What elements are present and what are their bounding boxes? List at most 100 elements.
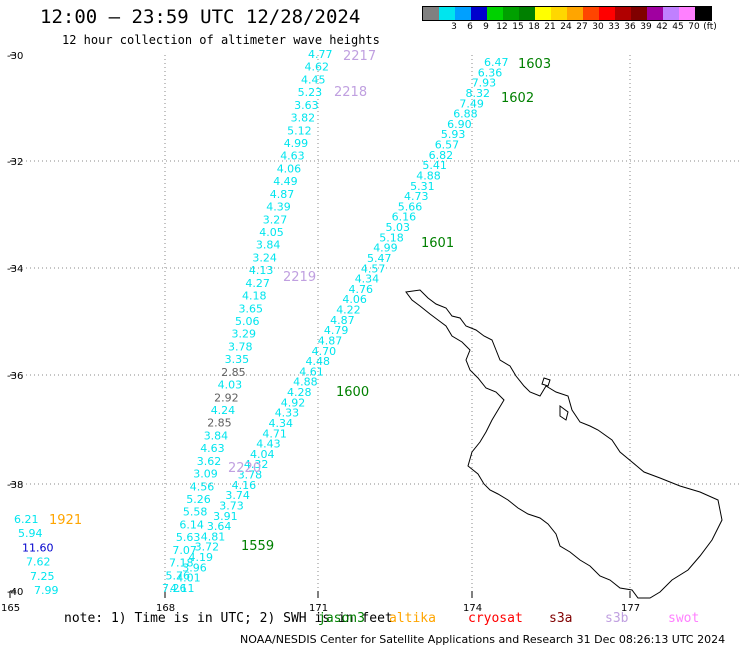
lon-label: 171	[309, 603, 328, 614]
wave-height-value: 7.62	[26, 556, 51, 569]
wave-height-value: 7.93	[472, 77, 497, 90]
colorbar-label: 42	[656, 22, 668, 32]
colorbar-swatch	[615, 7, 631, 20]
graticule	[9, 54, 740, 598]
wave-height-value: 11.60	[22, 541, 54, 554]
wave-height-value: 4.92	[281, 396, 306, 409]
colorbar-label: 24	[560, 22, 572, 32]
wave-height-value: 4.87	[330, 314, 355, 327]
satellite-tracks: 4.774.624.455.233.633.825.124.994.634.06…	[14, 48, 509, 597]
colorbar-label: 45	[672, 22, 684, 32]
wave-height-value: 2.85	[221, 366, 246, 379]
colorbar-swatch	[679, 7, 695, 20]
wave-height-value: 6.16	[392, 211, 417, 224]
colorbar-label: 21	[544, 22, 556, 32]
satellite-legend-item: swot	[668, 611, 700, 626]
wave-height-value: 4.03	[218, 379, 243, 392]
wave-height-value: 3.73	[219, 500, 244, 513]
lat-label: -36	[7, 371, 23, 382]
credit-line: NOAA/NESDIS Center for Satellite Applica…	[240, 633, 726, 646]
wave-height-value: 7.25	[30, 570, 55, 583]
satellite-legend-item: cryosat	[468, 611, 523, 626]
pass-time-label: 2218	[334, 85, 367, 100]
wave-height-value: 3.96	[182, 561, 207, 574]
wave-height-value: 4.18	[242, 290, 267, 303]
wave-height-value: 3.78	[238, 469, 263, 482]
map-title: 12:00 — 23:59 UTC 12/28/2024	[40, 6, 361, 28]
colorbar-label: 9	[483, 22, 489, 32]
wave-height-value: 3.74	[225, 489, 250, 502]
pass-time-label: 1602	[501, 91, 534, 106]
wave-height-value: 4.05	[259, 226, 284, 239]
wave-height-value: 5.23	[298, 86, 323, 99]
colorbar-swatch	[535, 7, 551, 20]
colorbar-legend	[422, 6, 712, 21]
colorbar-swatch	[631, 7, 647, 20]
pass-time-label: 1603	[518, 57, 551, 72]
wave-height-value: 5.63	[176, 531, 201, 544]
wave-height-value: 6.90	[447, 118, 472, 131]
wave-height-value: 4.49	[273, 175, 298, 188]
wave-height-value: 5.47	[367, 252, 392, 265]
wave-height-value: 4.33	[275, 407, 300, 420]
wave-height-value: 4.63	[280, 150, 305, 163]
satellite-legend-item: jason3	[318, 611, 365, 626]
wave-height-value: 5.76	[166, 569, 191, 582]
colorbar-swatch	[487, 7, 503, 20]
colorbar-swatch	[423, 7, 439, 20]
satellite-legend-item: s3a	[549, 611, 573, 626]
pass-time-label: 2217	[343, 49, 376, 64]
wave-height-value: 4.06	[342, 293, 367, 306]
wave-height-value: 4.88	[293, 376, 318, 389]
lon-label: 165	[1, 603, 20, 614]
wave-height-value: 5.66	[398, 200, 423, 213]
wave-height-value: 4.62	[305, 61, 330, 74]
lon-label: 177	[621, 603, 640, 614]
wave-height-value: 5.03	[386, 221, 411, 234]
wave-height-value: 4.79	[324, 324, 349, 337]
wave-height-value: 4.61	[299, 365, 324, 378]
pass-time-label: 1601	[421, 236, 454, 251]
satellite-legend-item: altika	[389, 611, 436, 626]
pass-time-labels: 2217 2218 2219 2220 1603 1602 1601 1600 1559 1921	[49, 49, 551, 554]
footnote: note: 1) Time is in UTC; 2) SWH is in fe…	[64, 611, 393, 626]
wave-height-value: 3.09	[193, 468, 218, 481]
satellite-track: 4.774.624.455.233.633.825.124.994.634.06…	[162, 48, 333, 595]
lat-label: -34	[7, 264, 23, 275]
colorbar-label: 30	[592, 22, 604, 32]
wave-height-value: 4.13	[249, 264, 274, 277]
wave-height-value: 6.47	[484, 56, 509, 69]
wave-height-value: 3.82	[291, 112, 316, 125]
new-zealand-coastline	[405, 289, 723, 599]
wave-height-value: 3.78	[228, 340, 253, 353]
wave-height-value: 5.93	[441, 128, 466, 141]
colorbar-swatch	[551, 7, 567, 20]
wave-height-value: 5.41	[422, 159, 447, 172]
wave-height-value: 3.35	[225, 353, 250, 366]
wave-height-value: 6.82	[429, 149, 454, 162]
satellite-track: 6.476.367.938.327.496.886.905.936.576.82…	[170, 56, 509, 595]
wave-height-value: 4.11	[170, 582, 195, 595]
wave-height-value: 3.84	[204, 429, 229, 442]
colorbar-swatch	[583, 7, 599, 20]
wave-height-value: 4.19	[189, 551, 214, 564]
wave-height-value: 4.43	[256, 438, 281, 451]
axis-labels: -30 -32 -34 -36 -38 -40 165 168 171 174 177	[1, 51, 640, 614]
wave-height-value: 3.27	[263, 213, 288, 226]
colorbar-swatch	[471, 7, 487, 20]
wave-height-value: 6.14	[179, 518, 204, 531]
pass-time-label: 1600	[336, 385, 369, 400]
wave-height-value: 4.28	[287, 386, 312, 399]
wave-height-value: 4.04	[250, 448, 275, 461]
pass-time-label: 2220	[228, 461, 261, 476]
wave-height-value: 3.65	[239, 302, 264, 315]
wave-height-value: 4.27	[245, 277, 270, 290]
wave-height-value: 2.92	[214, 391, 239, 404]
wave-height-value: 4.76	[349, 283, 374, 296]
wave-height-value: 5.31	[410, 180, 435, 193]
wave-height-value: 5.26	[186, 493, 211, 506]
wave-height-value: 4.34	[269, 417, 294, 430]
colorbar-swatch	[503, 7, 519, 20]
colorbar-swatch	[519, 7, 535, 20]
